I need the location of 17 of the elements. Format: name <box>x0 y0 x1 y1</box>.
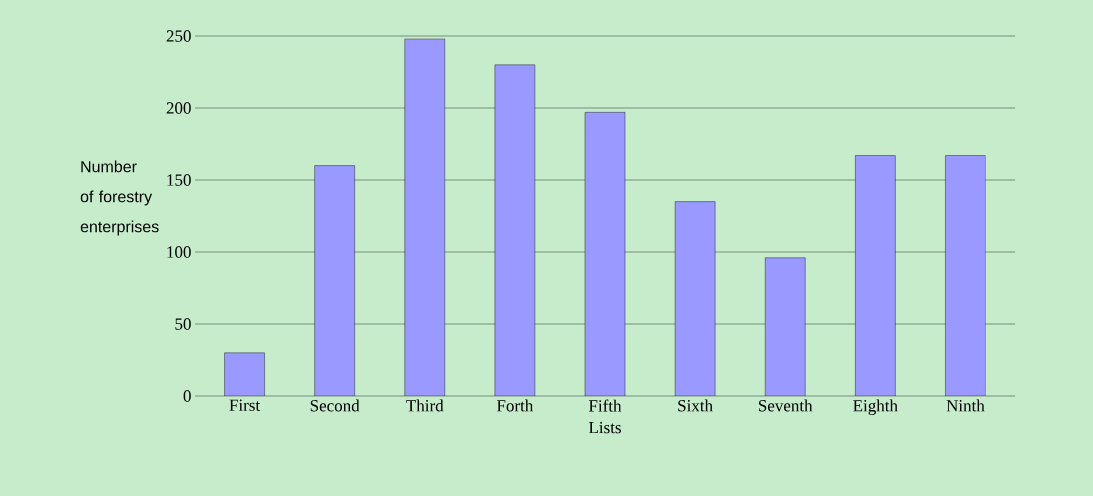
x-tick-label: Seventh <box>758 399 813 412</box>
y-axis-title: Number of forestry enterprises <box>80 160 159 236</box>
x-axis-title: Lists <box>588 421 621 434</box>
y-tick-label: 250 <box>166 30 191 42</box>
y-tick-label: 0 <box>183 390 191 402</box>
y-tick-label: 150 <box>167 174 191 186</box>
x-tick-label: Third <box>406 399 444 412</box>
x-tick-label: Forth <box>496 399 534 412</box>
y-tick-label: 200 <box>166 102 191 114</box>
x-tick-label: Second <box>310 399 360 412</box>
x-tick-label: Eighth <box>853 399 898 415</box>
x-tick-label: Sixth <box>678 399 713 412</box>
y-tick-label: 50 <box>175 318 191 330</box>
x-tick-label: Ninth <box>946 399 985 412</box>
x-tick-label: Fifth <box>588 399 622 412</box>
x-tick-label: First <box>229 399 261 411</box>
y-tick-label: 100 <box>167 246 191 258</box>
